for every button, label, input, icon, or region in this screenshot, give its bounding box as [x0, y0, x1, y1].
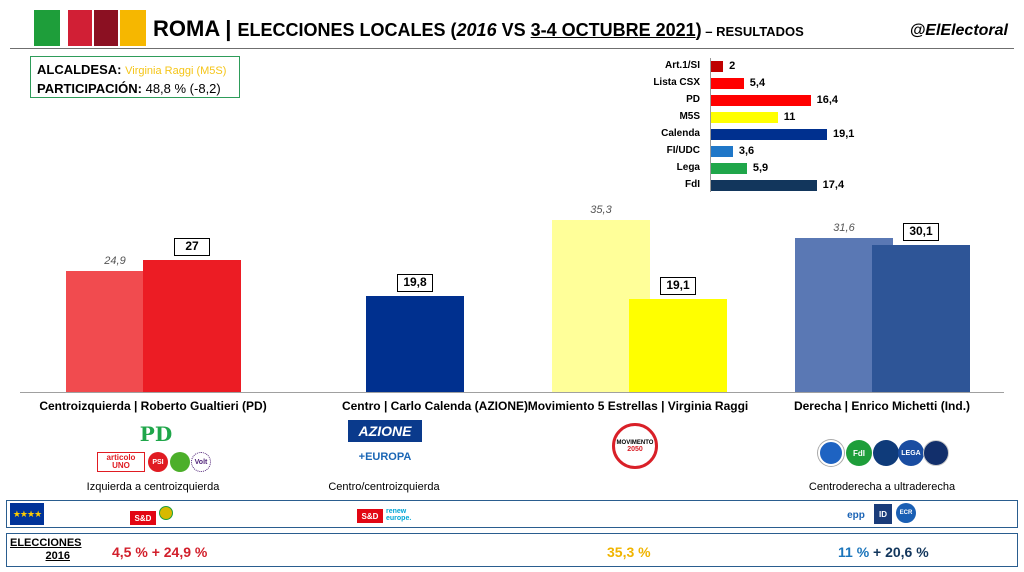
- title-close: ): [695, 20, 702, 40]
- renew-europe-logo: renew europe.: [386, 508, 412, 522]
- bar-2021: [143, 260, 241, 392]
- fratelli-italia-logo: [923, 440, 949, 466]
- elections-2016-label: ELECCIONES 2016: [10, 537, 82, 562]
- volt-logo: Volt: [191, 452, 211, 472]
- party-value-label: 17,4: [822, 179, 845, 191]
- elections-2016-csx: 4,5 % + 24,9 %: [112, 544, 208, 560]
- flag-maroon: [94, 10, 118, 46]
- title-city: ROMA: [153, 16, 221, 41]
- flag-white: [60, 10, 68, 46]
- party-label: Lista CSX: [653, 77, 700, 88]
- bar-2021-label: 19,1: [660, 276, 696, 295]
- title-vs: VS: [496, 20, 531, 40]
- party-chart-axis: [710, 58, 711, 192]
- page-title: ROMA | ELECCIONES LOCALES (2016 VS 3-4 O…: [153, 16, 804, 41]
- green-logo: [170, 452, 190, 472]
- party-bar: [711, 95, 811, 106]
- pd-logo: PD: [139, 422, 173, 446]
- bar-2021-label: 30,1: [903, 223, 939, 242]
- flag-red: [68, 10, 92, 46]
- party-label: Calenda: [661, 128, 700, 139]
- epp-logo: epp: [847, 509, 865, 521]
- description-centro: Centro/centroizquierda: [328, 481, 440, 493]
- flag-gold: [120, 10, 146, 46]
- bar-2021: [872, 245, 970, 392]
- party-value-label: 5,9: [752, 162, 769, 174]
- party-value-label: 16,4: [816, 94, 839, 106]
- elections-2016-strip: [6, 533, 1018, 567]
- sd-logo-centro: S&D: [357, 509, 383, 523]
- party-bar: [711, 163, 747, 174]
- title-divider: [10, 48, 1014, 49]
- m5s-logo: MOVIMENTO 2050: [612, 423, 658, 469]
- party-bar: [711, 129, 827, 140]
- flag-green: [34, 10, 60, 46]
- bar-2021: [366, 295, 464, 392]
- party-value-label: 11: [783, 111, 796, 123]
- party-value-label: 19,1: [833, 128, 855, 140]
- mayor-value: Virginia Raggi (M5S): [125, 65, 227, 77]
- sd-logo-csx: S&D: [130, 511, 156, 525]
- category-label-m5s: Movimiento 5 Estrellas | Virginia Raggi: [527, 399, 749, 413]
- mayor-label: ALCALDESA:: [37, 62, 122, 77]
- bar-2021-label: 19,8: [397, 273, 433, 292]
- category-label-centro: Centro | Carlo Calenda (AZIONE): [341, 399, 529, 413]
- piu-europa-logo: +EUROPA: [358, 451, 412, 463]
- articolo-uno-logo: articolo UNO: [97, 452, 145, 472]
- eu-groups-strip: [6, 500, 1018, 528]
- bar-2021: [629, 298, 727, 392]
- azione-logo: AZIONE: [348, 420, 422, 442]
- party-bar: [711, 61, 724, 72]
- info-box: ALCALDESA: Virginia Raggi (M5S) PARTICIP…: [30, 56, 240, 98]
- bar-2016-label: 35,3: [590, 204, 612, 216]
- cambiamo-logo: [873, 440, 899, 466]
- party-label: M5S: [679, 111, 700, 122]
- fi-logo: [818, 440, 844, 466]
- elections-2016-dcha: 11 % + 20,6 %: [838, 544, 929, 560]
- chart-baseline: [20, 392, 1004, 393]
- fdi-logo: FdI: [846, 440, 872, 466]
- party-value-label: 2: [729, 60, 736, 72]
- title-prefix: ELECCIONES LOCALES (: [237, 20, 457, 40]
- party-bar: [711, 146, 733, 157]
- party-label: FI/UDC: [666, 145, 700, 156]
- party-value-label: 3,6: [738, 145, 755, 157]
- bar-2021-label: 27: [174, 238, 210, 257]
- description-csx: Izquierda a centroizquierda: [86, 481, 220, 493]
- title-date-new: 3-4 OCTUBRE 2021: [530, 20, 696, 40]
- party-label: PD: [686, 94, 700, 105]
- party-bar: [711, 112, 778, 123]
- category-label-csx: Centroizquierda | Roberto Gualtieri (PD): [39, 399, 267, 413]
- party-bar: [711, 78, 744, 89]
- lega-logo: LEGA: [898, 440, 924, 466]
- elections-2016-m5s: 35,3 %: [607, 544, 651, 560]
- title-suffix: – RESULTADOS: [701, 24, 804, 39]
- guengl-logo: [158, 502, 174, 524]
- party-label: Lega: [676, 162, 700, 173]
- psi-logo: PSI: [148, 452, 168, 472]
- party-label: Art.1/SI: [664, 60, 700, 71]
- description-dcha: Centroderecha a ultraderecha: [808, 481, 956, 493]
- twitter-handle: @ElElectoral: [909, 22, 1008, 39]
- category-label-dcha: Derecha | Enrico Michetti (Ind.): [793, 399, 971, 413]
- bar-2016-label: 24,9: [104, 254, 126, 267]
- bar-2016-label: 31,6: [833, 222, 855, 235]
- party-bar: [711, 180, 817, 191]
- turnout-label: PARTICIPACIÓN:: [37, 81, 142, 96]
- turnout-value: 48,8 % (-8,2): [145, 81, 221, 96]
- title-year-old: 2016: [456, 20, 497, 40]
- id-group-logo: ID: [874, 504, 892, 524]
- party-label: FdI: [685, 179, 700, 190]
- ecr-logo: ECR: [896, 503, 916, 523]
- party-value-label: 5,4: [749, 77, 766, 89]
- eu-flag-icon: ★★★★: [10, 503, 44, 525]
